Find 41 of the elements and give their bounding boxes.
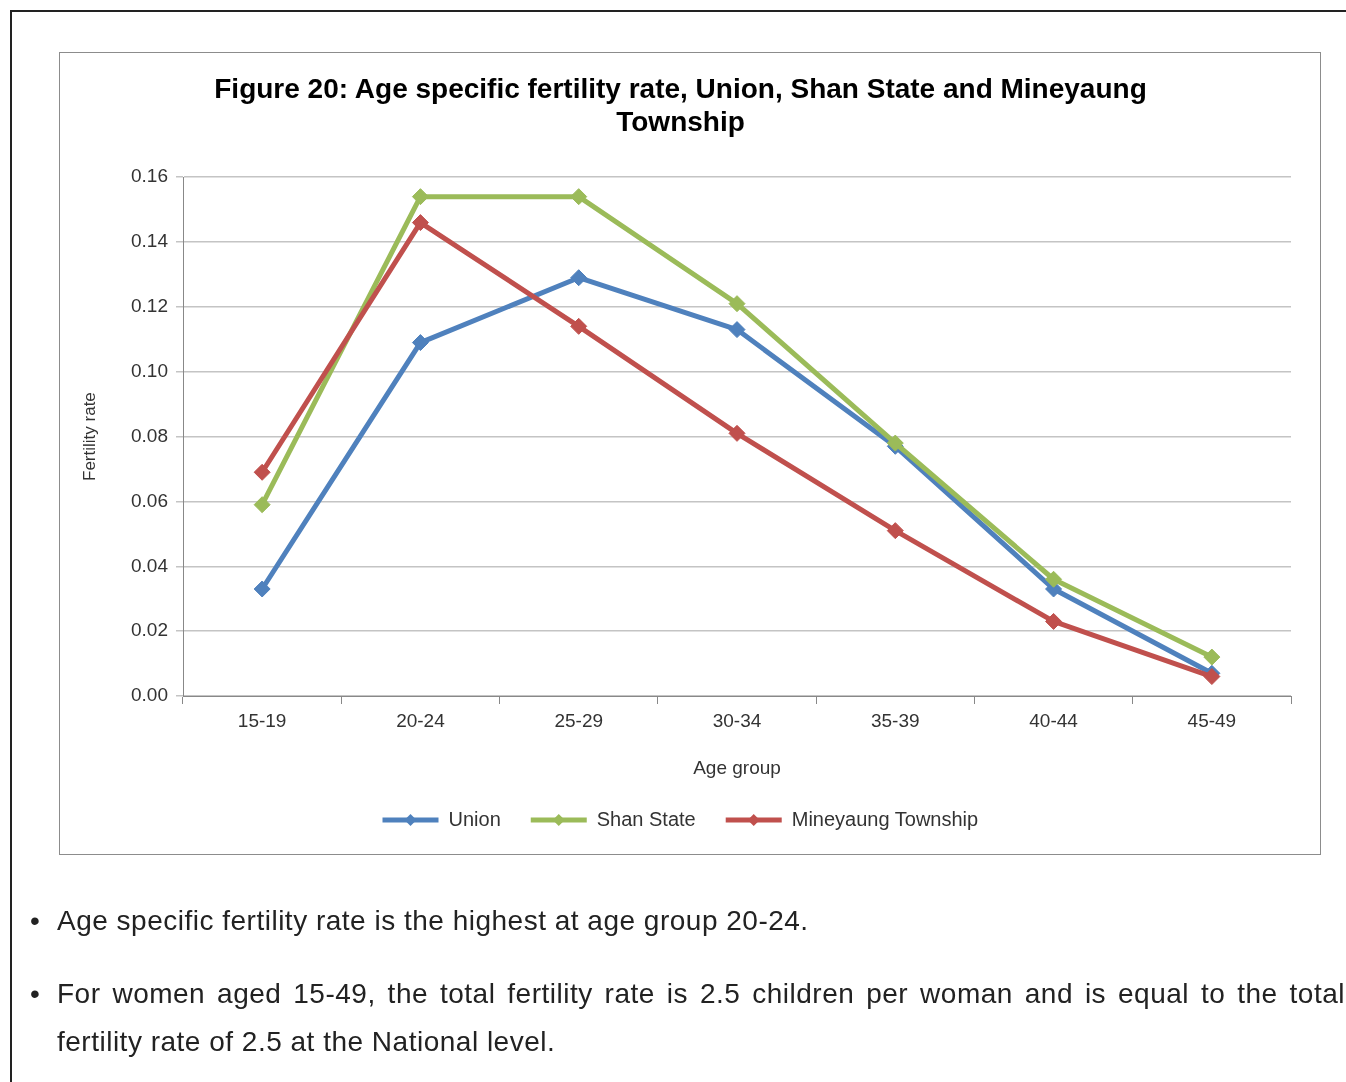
x-tick-label: 30-34 [712,709,762,731]
legend-label: Mineyaung Township [791,807,979,830]
chart-title: Figure 20: Age specific fertility rate, Union, Shan State and Mineyaung Township [214,72,1147,138]
point [1203,668,1221,686]
y-tick-label: 0.06 [131,489,168,511]
x-tick-label: 35-39 [870,709,920,731]
x-tick-label: 45-49 [1187,709,1237,731]
point [570,188,588,206]
point [886,522,904,540]
y-tick-label: 0.04 [131,554,169,576]
y-tick-label: 0.00 [131,684,168,706]
point [570,317,588,335]
point [253,580,271,598]
point [1045,612,1063,630]
x-axis-title: Age group [693,756,781,778]
legend-label: Shan State [596,807,696,830]
point [728,295,746,313]
point [1203,648,1221,666]
y-tick-label: 0.10 [131,359,168,381]
point [728,321,746,339]
point [253,496,271,514]
point [728,424,746,442]
point [411,214,429,232]
point [253,463,271,481]
y-tick-label: 0.08 [131,424,168,446]
y-tick-label: 0.12 [131,295,168,317]
point [1045,570,1063,588]
point [411,188,429,206]
y-tick-label: 0.16 [131,165,168,187]
point [411,334,429,352]
x-tick-label: 20-24 [396,709,446,731]
text: • Age specific fertility rate is the highest at age group 20-24. [30,904,809,938]
text: • For women aged 15-49, the total fertility rate is 2.5 children per woman and is equal to the total fertility rate of 2.5 at the National level. [30,977,1345,1057]
x-tick-label: 40-44 [1029,709,1079,731]
x-tick-label: 15-19 [237,709,287,731]
legend-label: Union [448,807,501,830]
y-tick-label: 0.14 [131,230,169,252]
y-tick-label: 0.02 [131,619,168,641]
y-axis-title: Fertility rate [79,392,99,481]
point [570,269,588,287]
x-tick-label: 25-29 [554,709,604,731]
